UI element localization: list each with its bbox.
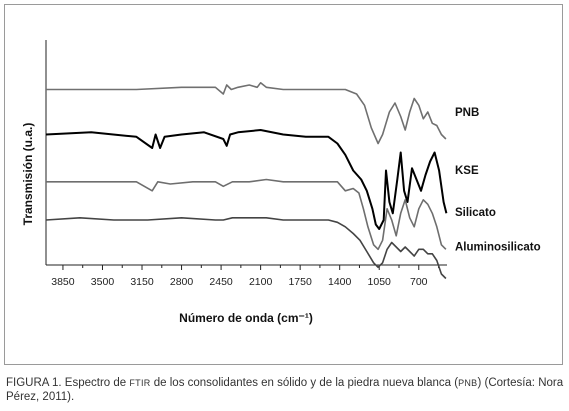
x-tick-label: 2450 (209, 276, 233, 288)
caption-part3: ) (Cortesía: Nora Pérez, 2011). (6, 377, 564, 403)
x-tick-label: 1050 (368, 276, 392, 288)
x-tick-label: 2800 (170, 276, 194, 288)
series-label-kse: KSE (455, 165, 479, 177)
caption-part1: FIGURA 1. Espectro de (6, 377, 130, 389)
figure-caption: FIGURA 1. Espectro de FTIR de los consol… (6, 376, 564, 404)
x-tick-label: 2100 (249, 276, 273, 288)
series-line-kse (45, 129, 448, 230)
series-line-silicato (46, 178, 447, 251)
x-tick-label: 1400 (328, 276, 352, 288)
series-labels: PNB KSE Silicato Aluminosilicato (455, 107, 541, 254)
x-axis-label: Número de onda (cm⁻¹) (179, 311, 313, 325)
series-line-pnb (46, 82, 447, 145)
caption-sc2: PNB (458, 378, 478, 388)
figure-frame (4, 4, 563, 365)
series-label-silicato: Silicato (455, 207, 496, 219)
caption-sc1: FTIR (129, 378, 151, 388)
series-label-pnb: PNB (455, 107, 479, 119)
ftir-chart: 3850 3500 3150 2800 2450 2100 1750 1400 1050 700 … (21, 40, 541, 325)
x-ticks: 3850 3500 3150 2800 2450 2100 1750 1400 1050 700 (51, 265, 440, 288)
x-tick-label: 3850 (51, 276, 75, 288)
x-tick-label: 700 (410, 276, 428, 288)
y-axis-label: Transmisión (u.a.) (21, 123, 35, 226)
x-tick-label: 3500 (91, 276, 115, 288)
x-tick-label: 3150 (130, 276, 154, 288)
series-group (45, 82, 448, 280)
x-tick-label: 1750 (288, 276, 312, 288)
chart-axes (45, 40, 447, 266)
series-line-aluminosilicato (45, 217, 447, 280)
series-label-aluminosilicato: Aluminosilicato (455, 241, 541, 253)
caption-part2: de los consolidantes en sólido y de la p… (150, 377, 459, 389)
